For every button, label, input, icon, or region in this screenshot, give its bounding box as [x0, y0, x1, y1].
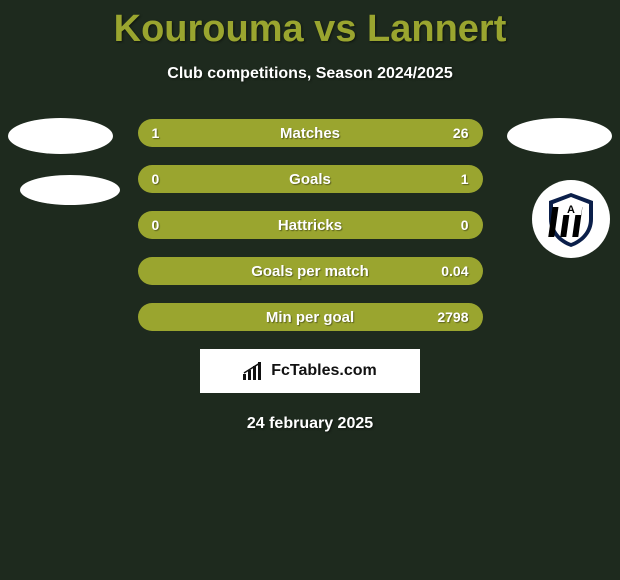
- stat-row: 0 Hattricks 0: [138, 211, 483, 239]
- club-crest-icon: A: [541, 189, 601, 249]
- stat-label: Min per goal: [266, 309, 354, 326]
- page-subtitle: Club competitions, Season 2024/2025: [0, 65, 620, 83]
- stat-left-value: 0: [152, 217, 160, 233]
- stat-right-value: 26: [453, 125, 469, 141]
- stat-row: 0 Goals 1: [138, 165, 483, 193]
- stat-left-value: 0: [152, 171, 160, 187]
- svg-text:A: A: [567, 204, 575, 216]
- branding-text: FcTables.com: [271, 362, 377, 380]
- stat-label: Hattricks: [278, 217, 342, 234]
- stat-row: Goals per match 0.04: [138, 257, 483, 285]
- stat-label: Goals: [289, 171, 331, 188]
- player-right-badge-1: [507, 118, 612, 154]
- page-title: Kourouma vs Lannert: [0, 0, 620, 51]
- stat-right-value: 0.04: [441, 263, 468, 279]
- date-text: 24 february 2025: [0, 415, 620, 433]
- stat-right-value: 0: [461, 217, 469, 233]
- stat-row: Min per goal 2798: [138, 303, 483, 331]
- bar-chart-icon: [243, 362, 265, 380]
- player-left-badge-2: [20, 175, 120, 205]
- stat-right-value: 1: [461, 171, 469, 187]
- stat-label: Matches: [280, 125, 340, 142]
- stat-label: Goals per match: [251, 263, 369, 280]
- player-left-badge-1: [8, 118, 113, 154]
- branding-box: FcTables.com: [200, 349, 420, 393]
- stats-container: 1 Matches 26 0 Goals 1 0 Hattricks 0 Goa…: [138, 119, 483, 331]
- stat-row: 1 Matches 26: [138, 119, 483, 147]
- stat-right-value: 2798: [437, 309, 468, 325]
- player-right-badge-club: A: [532, 180, 610, 258]
- stat-left-value: 1: [152, 125, 160, 141]
